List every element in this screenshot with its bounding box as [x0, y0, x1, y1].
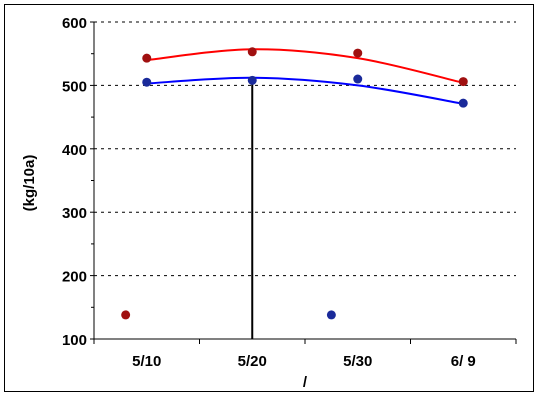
x-tick-label: 6/ 9: [451, 353, 476, 370]
yield-chart: 100 200 300 400 500 600 5/10 5/20 5/30 6/ 9 (kg/…: [21, 15, 517, 391]
fit-curve-0: [146, 48, 464, 84]
y-tick-label: 400: [62, 142, 87, 159]
x-tick-label: 5/10: [132, 353, 161, 370]
x-tick-labels: 5/10 5/20 5/30 6/ 9: [132, 353, 476, 370]
chart-frame: 100 200 300 400 500 600 5/10 5/20 5/30 6/ 9 (kg/…: [4, 4, 534, 392]
y-axis-label: (kg/10a): [21, 155, 38, 212]
data-points: [121, 47, 468, 320]
data-point-series-0: [142, 53, 152, 63]
axes: [90, 21, 517, 344]
legend-marker-1: [326, 310, 336, 320]
x-tick-label: 5/20: [238, 353, 267, 370]
data-point-series-1: [458, 98, 468, 108]
y-tick-label: 500: [62, 78, 87, 95]
data-point-series-1: [142, 77, 152, 87]
x-axis-label: /: [303, 374, 308, 391]
gridlines: [94, 21, 516, 277]
x-tick-label: 5/30: [343, 353, 372, 370]
data-point-series-1: [247, 75, 257, 85]
y-tick-label: 600: [62, 15, 87, 32]
y-tick-labels: 100 200 300 400 500 600: [62, 15, 87, 349]
y-tick-label: 300: [62, 205, 87, 222]
data-point-series-0: [247, 47, 257, 57]
data-point-series-0: [458, 77, 468, 87]
fit-curves: [146, 48, 464, 105]
y-tick-label: 200: [62, 269, 87, 286]
data-point-series-1: [353, 74, 363, 84]
y-tick-label: 100: [62, 332, 87, 349]
legend-marker-0: [121, 310, 131, 320]
data-point-series-0: [353, 48, 363, 58]
fit-curve-1: [146, 76, 464, 105]
